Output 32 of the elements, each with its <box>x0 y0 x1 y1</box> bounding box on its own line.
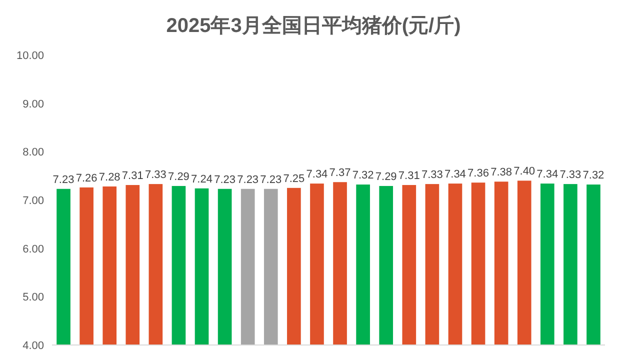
data-label: 7.23 <box>52 174 74 186</box>
data-label: 7.37 <box>329 167 351 180</box>
data-label: 7.29 <box>375 170 397 183</box>
y-tick-label: 10.00 <box>16 50 44 62</box>
y-tick-label: 7.00 <box>22 195 44 207</box>
y-tick-label: 9.00 <box>22 98 44 110</box>
data-label: 7.24 <box>191 173 212 186</box>
data-label: 7.33 <box>421 169 443 182</box>
data-label: 7.29 <box>168 170 190 183</box>
data-label: 7.40 <box>514 166 536 178</box>
chart-title: 2025年3月全国日平均猪价(元/斤) <box>166 14 461 37</box>
data-label: 7.25 <box>283 172 305 185</box>
y-tick-label: 6.00 <box>22 243 44 256</box>
data-label: 7.34 <box>306 168 328 181</box>
data-label: 7.38 <box>490 166 512 179</box>
y-tick-label: 8.00 <box>22 146 44 159</box>
data-label: 7.23 <box>214 174 236 186</box>
data-label: 7.33 <box>144 169 166 182</box>
data-label: 7.31 <box>122 170 144 182</box>
data-label: 7.32 <box>352 170 374 182</box>
data-label: 7.32 <box>582 170 604 182</box>
y-tick-label: 5.00 <box>22 292 44 304</box>
data-label: 7.34 <box>444 168 466 181</box>
data-label: 7.36 <box>468 168 489 180</box>
y-tick-label: 4.00 <box>22 340 44 352</box>
data-label: 7.28 <box>98 171 120 184</box>
data-label: 7.23 <box>237 174 259 186</box>
data-label: 7.23 <box>260 174 282 186</box>
data-label: 7.26 <box>76 172 98 184</box>
data-label: 7.33 <box>560 169 582 182</box>
data-label: 7.31 <box>398 170 420 182</box>
data-label: 7.34 <box>536 168 558 181</box>
